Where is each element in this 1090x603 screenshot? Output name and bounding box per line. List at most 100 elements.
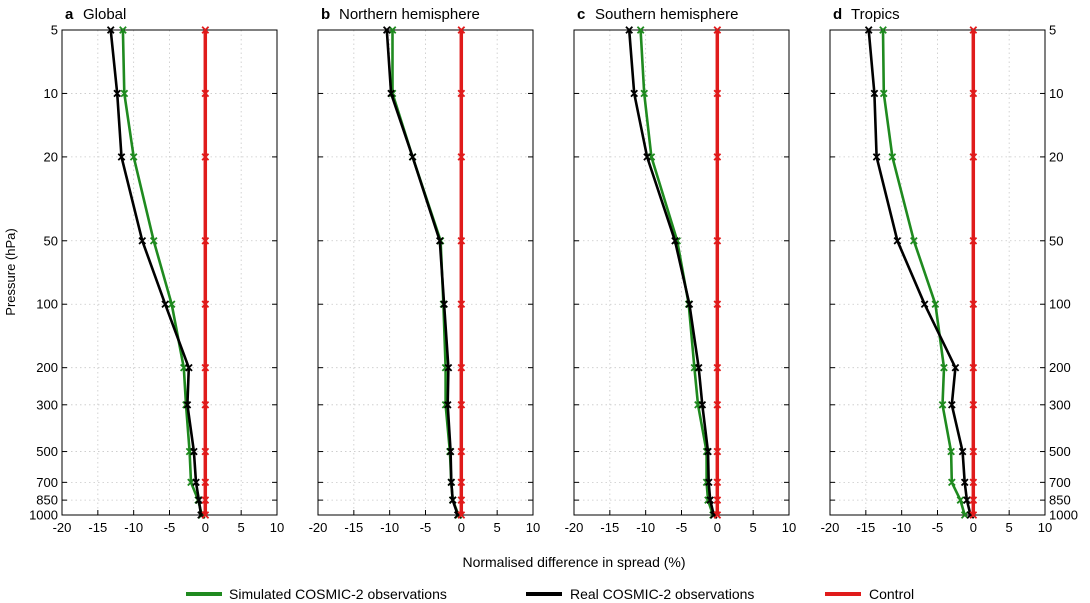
data-point: [129, 153, 138, 161]
data-point: [117, 153, 126, 161]
data-point: [704, 447, 712, 456]
series-line: [627, 29, 716, 516]
panel-letter: b: [321, 6, 330, 23]
data-point: [457, 89, 466, 98]
x-tick-label: 0: [458, 520, 465, 535]
panel-letter: a: [65, 6, 74, 23]
series-simulated: [879, 26, 969, 519]
x-tick-label: -15: [344, 520, 363, 535]
legend-label-simulated: Simulated COSMIC-2 observations: [229, 586, 447, 602]
data-point: [879, 26, 887, 34]
y-tick-label: 10: [1049, 86, 1063, 101]
data-point: [713, 26, 722, 34]
data-point: [183, 400, 192, 409]
data-point: [457, 447, 466, 456]
data-point: [920, 300, 929, 309]
legend-item-control[interactable]: Control: [825, 586, 914, 602]
series-real: [625, 26, 718, 519]
data-point: [201, 300, 210, 309]
y-tick-label: 50: [44, 233, 58, 248]
data-point: [960, 511, 969, 519]
data-point: [388, 26, 397, 34]
x-tick-label: -20: [565, 520, 584, 535]
x-tick-label: -10: [124, 520, 143, 535]
y-tick-label: 500: [36, 444, 58, 459]
data-point: [113, 89, 122, 98]
data-point: [447, 478, 456, 487]
data-point: [408, 153, 417, 161]
series-simulated: [636, 26, 717, 519]
x-tick-label: -20: [53, 520, 72, 535]
legend-label-control: Control: [869, 586, 914, 602]
data-point: [149, 236, 158, 245]
series-control: [969, 26, 978, 519]
data-point: [630, 89, 639, 98]
data-point: [201, 478, 210, 487]
data-point: [969, 496, 978, 504]
x-tick-label: 5: [1006, 520, 1013, 535]
x-tick-label: -20: [821, 520, 840, 535]
data-point: [444, 363, 453, 372]
panel-b: -20 -15 -10 -5 0 5 10 b Northern hemisphere: [309, 6, 541, 535]
x-tick-label: 0: [714, 520, 721, 535]
y-tick-label: 500: [1049, 444, 1071, 459]
data-point: [190, 447, 198, 456]
series-line: [639, 29, 715, 516]
data-point: [685, 300, 694, 309]
x-tick-label: -10: [380, 520, 399, 535]
x-tick-label: 10: [1038, 520, 1052, 535]
y-tick-label: 1000: [1049, 508, 1078, 523]
data-point: [910, 236, 918, 245]
y-tick-label: 850: [1049, 493, 1071, 508]
data-point: [969, 300, 978, 309]
x-tick-label: -15: [856, 520, 875, 535]
series-line: [121, 29, 204, 516]
y-tick-label: 5: [51, 23, 58, 38]
legend-label-real: Real COSMIC-2 observations: [570, 586, 754, 602]
data-point: [969, 153, 978, 161]
x-tick-label: 0: [970, 520, 977, 535]
data-point: [872, 153, 881, 161]
y-tick-label: 20: [44, 149, 58, 164]
data-point: [185, 363, 193, 372]
data-point: [713, 236, 722, 245]
data-point: [947, 400, 956, 409]
grid: [318, 30, 533, 515]
y-tick-label: 1000: [29, 508, 58, 523]
data-point: [440, 300, 448, 309]
data-point: [640, 89, 649, 98]
x-tick-label: -5: [676, 520, 688, 535]
data-point: [457, 400, 466, 409]
data-point: [694, 363, 703, 372]
data-point: [161, 300, 170, 309]
data-point: [938, 400, 947, 409]
data-point: [713, 89, 722, 98]
data-point: [457, 363, 466, 372]
data-point: [713, 300, 722, 309]
data-point: [713, 363, 722, 372]
panel-d: -20 -15 -10 -5 0 5 10 5 10 20 50 100 200 300 500 700 850…: [821, 6, 1078, 535]
data-point: [893, 236, 902, 245]
y-tick-label: 850: [36, 493, 58, 508]
data-point: [625, 26, 634, 34]
grid: [830, 30, 1045, 515]
y-tick-label: 200: [36, 360, 58, 375]
panel-letter: d: [833, 6, 842, 23]
data-point: [201, 363, 210, 372]
data-point: [870, 89, 879, 98]
x-axis-label: Normalised difference in spread (%): [462, 554, 685, 570]
data-point: [457, 496, 466, 504]
data-point: [138, 236, 147, 245]
data-point: [713, 496, 722, 504]
legend-item-real[interactable]: Real COSMIC-2 observations: [526, 586, 754, 602]
data-point: [969, 236, 978, 245]
legend: Simulated COSMIC-2 observations Real COS…: [186, 586, 914, 602]
legend-item-simulated[interactable]: Simulated COSMIC-2 observations: [186, 586, 447, 602]
data-point: [713, 153, 722, 161]
series-line: [109, 29, 203, 516]
y-tick-label: 100: [1049, 297, 1071, 312]
data-point: [448, 496, 457, 504]
data-point: [120, 89, 129, 98]
data-point: [969, 511, 978, 519]
